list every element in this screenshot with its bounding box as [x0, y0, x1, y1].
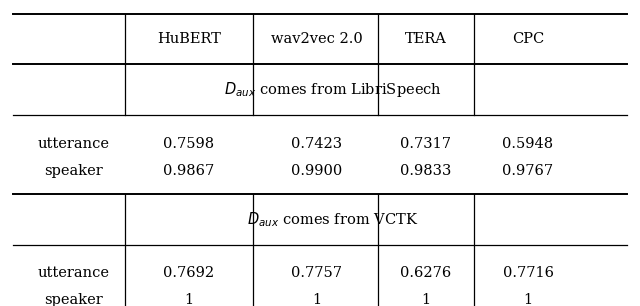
- Text: 0.9767: 0.9767: [502, 164, 554, 178]
- Text: $D_{aux}$ comes from LibriSpeech: $D_{aux}$ comes from LibriSpeech: [224, 80, 442, 99]
- Text: speaker: speaker: [44, 293, 103, 306]
- Text: 0.9867: 0.9867: [163, 164, 214, 178]
- Text: 1: 1: [312, 293, 321, 306]
- Text: 0.9900: 0.9900: [291, 164, 342, 178]
- Text: 0.7317: 0.7317: [400, 137, 451, 151]
- Text: CPC: CPC: [512, 32, 544, 46]
- Text: 0.7757: 0.7757: [291, 266, 342, 280]
- Text: 1: 1: [421, 293, 430, 306]
- Text: 0.7716: 0.7716: [502, 266, 554, 280]
- Text: 1: 1: [184, 293, 193, 306]
- Text: 0.9833: 0.9833: [400, 164, 451, 178]
- Text: utterance: utterance: [38, 266, 109, 280]
- Text: utterance: utterance: [38, 137, 109, 151]
- Text: 0.7423: 0.7423: [291, 137, 342, 151]
- Text: 0.6276: 0.6276: [400, 266, 451, 280]
- Text: speaker: speaker: [44, 164, 103, 178]
- Text: HuBERT: HuBERT: [157, 32, 221, 46]
- Text: 0.7692: 0.7692: [163, 266, 214, 280]
- Text: $D_{aux}$ comes from VCTK: $D_{aux}$ comes from VCTK: [247, 210, 419, 229]
- Text: 1: 1: [524, 293, 532, 306]
- Text: 0.7598: 0.7598: [163, 137, 214, 151]
- Text: TERA: TERA: [404, 32, 447, 46]
- Text: wav2vec 2.0: wav2vec 2.0: [271, 32, 363, 46]
- Text: 0.5948: 0.5948: [502, 137, 554, 151]
